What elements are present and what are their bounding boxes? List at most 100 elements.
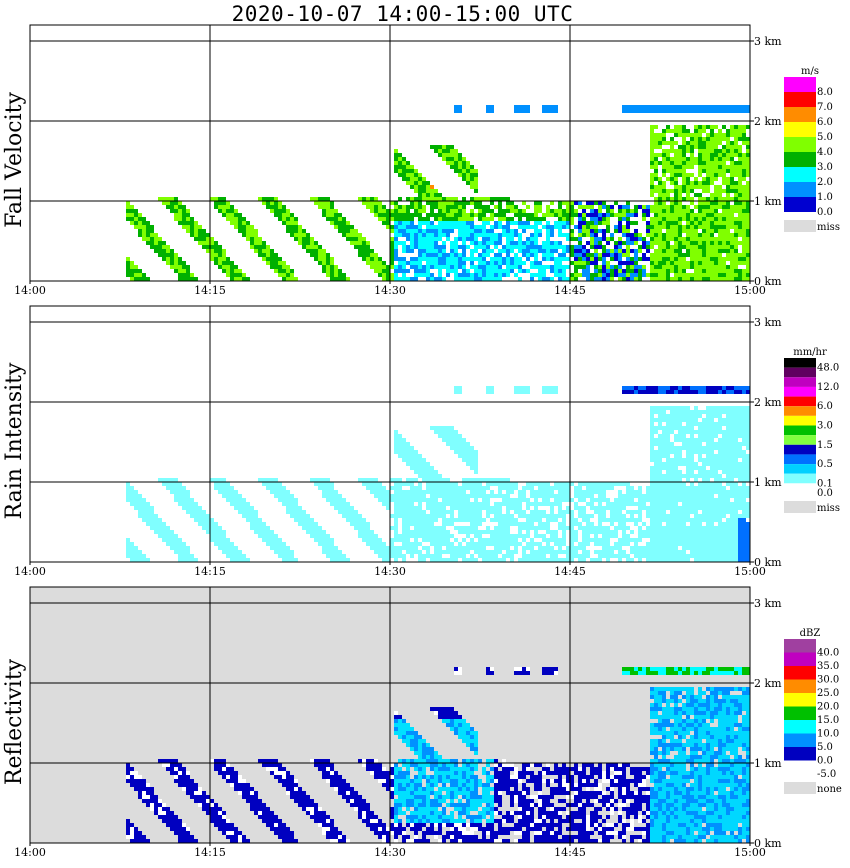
heatmap-cell	[530, 526, 534, 530]
heatmap-cell	[706, 261, 710, 265]
heatmap-cell	[638, 526, 642, 530]
heatmap-cell	[318, 482, 322, 486]
heatmap-cell	[738, 241, 742, 245]
heatmap-cell	[602, 542, 606, 546]
heatmap-cell	[738, 273, 742, 277]
heatmap-cell	[566, 482, 570, 486]
heatmap-cell	[430, 534, 434, 538]
heatmap-cell	[458, 446, 462, 450]
heatmap-cell	[506, 538, 510, 542]
heatmap-cell	[610, 522, 614, 526]
heatmap-cell	[270, 482, 274, 486]
heatmap-cell	[502, 498, 506, 502]
heatmap-cell	[318, 526, 322, 530]
heatmap-cell	[598, 482, 602, 486]
heatmap-cell	[486, 386, 490, 390]
heatmap-cell	[322, 197, 326, 201]
heatmap-cell	[666, 193, 670, 197]
heatmap-cell	[678, 494, 682, 498]
heatmap-cell	[690, 542, 694, 546]
heatmap-cell	[522, 229, 526, 233]
heatmap-cell	[190, 221, 194, 225]
heatmap-cell	[570, 546, 574, 550]
heatmap-cell	[430, 526, 434, 530]
heatmap-cell	[170, 261, 174, 265]
heatmap-cell	[338, 558, 342, 562]
heatmap-cell	[274, 482, 278, 486]
heatmap-cell	[418, 490, 422, 494]
heatmap-cell	[410, 482, 414, 486]
heatmap-cell	[402, 526, 406, 530]
heatmap-cell	[698, 109, 702, 113]
heatmap-cell	[694, 462, 698, 466]
heatmap-cell	[702, 458, 706, 462]
heatmap-cell	[130, 265, 134, 269]
heatmap-cell	[742, 273, 746, 277]
heatmap-cell	[670, 542, 674, 546]
heatmap-cell	[718, 277, 722, 281]
heatmap-cell	[378, 201, 382, 205]
heatmap-cell	[462, 273, 466, 277]
heatmap-cell	[658, 241, 662, 245]
heatmap-cell	[690, 486, 694, 490]
heatmap-cell	[554, 221, 558, 225]
heatmap-cell	[678, 261, 682, 265]
heatmap-cell	[702, 410, 706, 414]
heatmap-cell	[594, 490, 598, 494]
heatmap-cell	[706, 410, 710, 414]
heatmap-cell	[718, 153, 722, 157]
heatmap-cell	[270, 530, 274, 534]
heatmap-cell	[590, 257, 594, 261]
heatmap-cell	[474, 197, 478, 201]
heatmap-cell	[130, 542, 134, 546]
heatmap-cell	[714, 185, 718, 189]
heatmap-cell	[678, 390, 682, 394]
heatmap-cell	[394, 269, 398, 273]
heatmap-cell	[430, 253, 434, 257]
heatmap-cell	[650, 137, 654, 141]
heatmap-cell	[538, 273, 542, 277]
heatmap-cell	[566, 546, 570, 550]
heatmap-cell	[486, 390, 490, 394]
heatmap-cell	[502, 245, 506, 249]
heatmap-cell	[426, 221, 430, 225]
heatmap-cell	[442, 550, 446, 554]
heatmap-cell	[566, 554, 570, 558]
heatmap-cell	[334, 221, 338, 225]
heatmap-cell	[286, 506, 290, 510]
heatmap-cell	[394, 249, 398, 253]
heatmap-cell	[518, 237, 522, 241]
heatmap-cell	[438, 245, 442, 249]
heatmap-cell	[606, 502, 610, 506]
heatmap-cell	[698, 486, 702, 490]
heatmap-cell	[646, 490, 650, 494]
heatmap-cell	[154, 522, 158, 526]
heatmap-cell	[602, 538, 606, 542]
heatmap-cell	[290, 498, 294, 502]
heatmap-cell	[430, 245, 434, 249]
heatmap-cell	[402, 538, 406, 542]
heatmap-cell	[566, 201, 570, 205]
heatmap-cell	[662, 474, 666, 478]
heatmap-cell	[674, 426, 678, 430]
heatmap-cell	[406, 526, 410, 530]
heatmap-cell	[706, 450, 710, 454]
heatmap-cell	[534, 498, 538, 502]
heatmap-cell	[306, 237, 310, 241]
heatmap-cell	[214, 478, 218, 482]
heatmap-cell	[670, 502, 674, 506]
heatmap-cell	[302, 518, 306, 522]
heatmap-cell	[434, 526, 438, 530]
heatmap-cell	[706, 165, 710, 169]
heatmap-cell	[474, 502, 478, 506]
heatmap-cell	[498, 478, 502, 482]
heatmap-cell	[402, 534, 406, 538]
heatmap-cell	[250, 245, 254, 249]
heatmap-cell	[494, 265, 498, 269]
heatmap-cell	[234, 225, 238, 229]
heatmap-cell	[658, 245, 662, 249]
heatmap-cell	[718, 273, 722, 277]
heatmap-cell	[458, 233, 462, 237]
heatmap-cell	[394, 201, 398, 205]
heatmap-cell	[490, 510, 494, 514]
